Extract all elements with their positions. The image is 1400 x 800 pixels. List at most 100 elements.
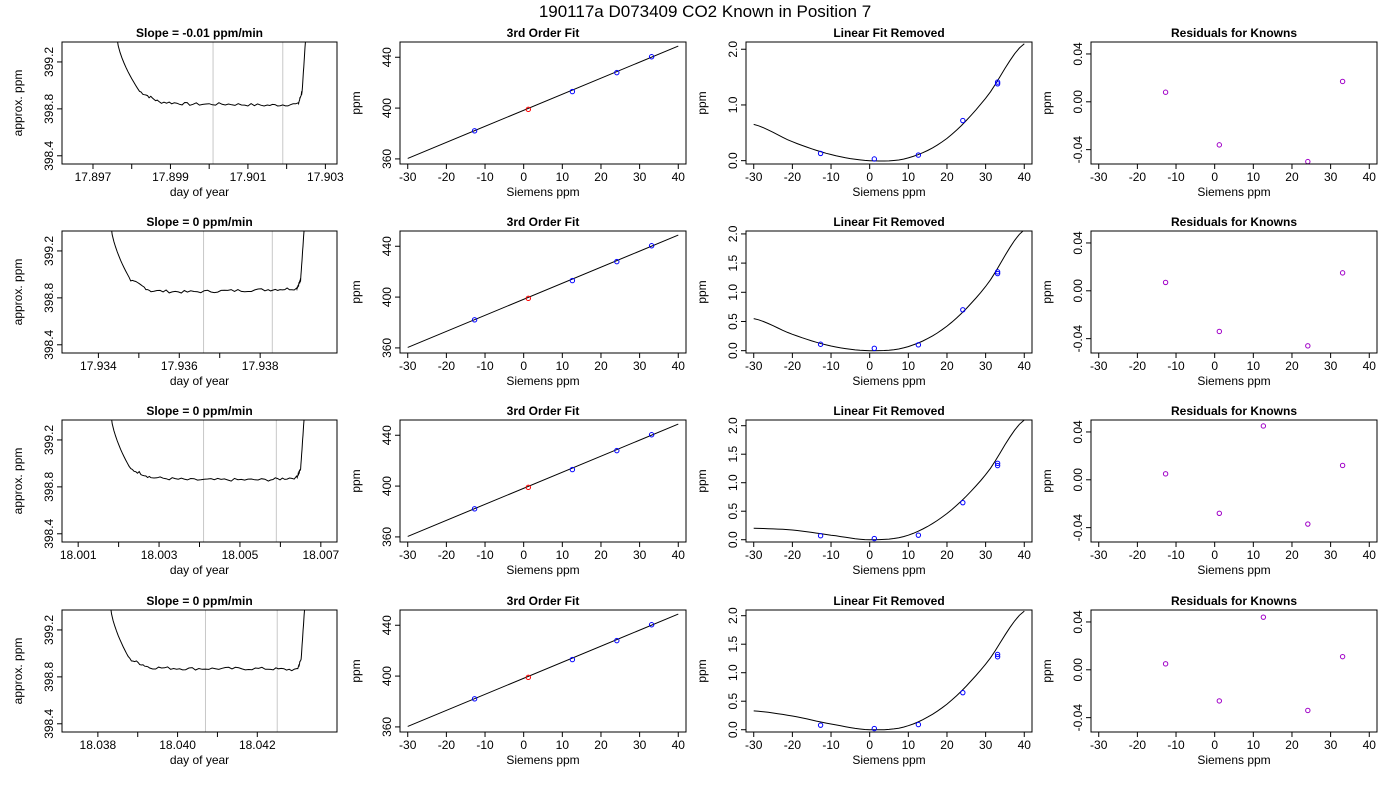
panel-r3-c1: Slope = 0 ppm/min day of year approx. ppm 1… bbox=[11, 404, 340, 577]
data-point bbox=[569, 466, 576, 473]
x-tick-label: -30 bbox=[1090, 738, 1108, 752]
plot-area bbox=[407, 45, 679, 159]
x-axis-label: day of year bbox=[170, 374, 229, 388]
plot-area bbox=[753, 43, 1025, 162]
data-point bbox=[614, 447, 620, 454]
x-tick-label: 18.042 bbox=[239, 738, 276, 752]
x-axis-label: Siemens ppm bbox=[852, 563, 925, 577]
y-tick-label: 398.4 bbox=[42, 140, 56, 170]
data-point bbox=[994, 79, 1001, 85]
ppm-trace-line bbox=[117, 42, 306, 107]
y-axis-label: ppm bbox=[349, 91, 363, 114]
data-point bbox=[525, 106, 532, 113]
data-point bbox=[471, 696, 478, 702]
y-axis-label: approx. ppm bbox=[11, 70, 25, 137]
y-tick-label: 400 bbox=[380, 476, 394, 496]
panel-r3-c2: 3rd Order Fit Siemens ppm ppm -30 -20 -10 0 10 2… bbox=[349, 404, 687, 577]
data-point bbox=[994, 460, 1001, 467]
x-tick-label: -10 bbox=[822, 170, 840, 184]
data-point bbox=[471, 128, 478, 134]
data-point bbox=[1216, 698, 1223, 704]
data-point bbox=[569, 656, 576, 663]
y-tick-label: 399.2 bbox=[42, 236, 56, 266]
data-point bbox=[525, 295, 532, 302]
x-axis-label: Siemens ppm bbox=[506, 563, 579, 577]
x-tick-label: 40 bbox=[1363, 548, 1377, 562]
x-tick-label: 0 bbox=[1211, 738, 1218, 752]
panel-r1-c3: Linear Fit Removed Siemens ppm ppm -30 -20 -1… bbox=[695, 26, 1033, 199]
data-point bbox=[614, 69, 620, 76]
x-tick-label: -20 bbox=[438, 359, 456, 373]
x-tick-label: 17.899 bbox=[152, 170, 189, 184]
y-tick-label: 0.00 bbox=[1071, 90, 1085, 114]
x-tick-label: 10 bbox=[1247, 548, 1261, 562]
x-axis-label: Siemens ppm bbox=[1197, 753, 1270, 767]
x-tick-label: 17.936 bbox=[161, 359, 198, 373]
plot-frame bbox=[399, 41, 687, 165]
data-point bbox=[1339, 653, 1346, 660]
panel-title: Slope = 0 ppm/min bbox=[146, 594, 252, 608]
x-tick-label: 10 bbox=[556, 548, 570, 562]
data-point bbox=[915, 532, 922, 538]
x-tick-label: 30 bbox=[633, 359, 647, 373]
fit-line bbox=[407, 423, 679, 537]
x-tick-label: -10 bbox=[1167, 548, 1185, 562]
y-tick-label: 1.5 bbox=[726, 636, 740, 653]
x-tick-label: 10 bbox=[902, 738, 916, 752]
x-tick-label: 18.038 bbox=[80, 738, 117, 752]
x-tick-label: -10 bbox=[476, 738, 494, 752]
y-tick-label: 400 bbox=[380, 666, 394, 686]
y-tick-label: 360 bbox=[380, 338, 394, 358]
x-tick-label: -20 bbox=[1129, 548, 1147, 562]
x-tick-label: -30 bbox=[399, 359, 417, 373]
y-tick-label: 1.0 bbox=[726, 96, 740, 113]
x-tick-label: 40 bbox=[672, 738, 686, 752]
data-point bbox=[1339, 270, 1346, 276]
x-axis-label: Siemens ppm bbox=[506, 753, 579, 767]
data-point bbox=[1216, 328, 1223, 335]
ppm-trace-line bbox=[111, 231, 305, 294]
y-axis-label: ppm bbox=[1040, 659, 1054, 682]
plot-area bbox=[111, 420, 305, 542]
x-tick-label: 40 bbox=[672, 548, 686, 562]
y-tick-label: 400 bbox=[380, 287, 394, 307]
x-tick-label: 30 bbox=[1324, 738, 1338, 752]
y-tick-label: 440 bbox=[380, 615, 394, 635]
x-tick-label: 40 bbox=[1018, 738, 1032, 752]
panel-title: 3rd Order Fit bbox=[507, 404, 580, 418]
fit-line bbox=[407, 234, 679, 348]
plot-frame bbox=[1090, 41, 1378, 165]
x-tick-label: -10 bbox=[476, 548, 494, 562]
data-point bbox=[648, 622, 655, 628]
x-tick-label: -20 bbox=[784, 170, 802, 184]
plot-area bbox=[1162, 614, 1346, 714]
x-tick-label: 40 bbox=[672, 359, 686, 373]
plot-area bbox=[1162, 423, 1346, 527]
x-tick-label: 40 bbox=[1018, 170, 1032, 184]
x-tick-label: 30 bbox=[1324, 548, 1338, 562]
x-tick-label: -20 bbox=[438, 170, 456, 184]
data-point bbox=[648, 54, 655, 60]
plot-frame bbox=[61, 609, 338, 733]
y-tick-label: 360 bbox=[380, 527, 394, 547]
x-tick-label: 30 bbox=[979, 170, 993, 184]
fit-curve bbox=[753, 610, 1025, 731]
data-point bbox=[994, 81, 1001, 87]
data-point bbox=[994, 651, 1001, 658]
data-point bbox=[871, 156, 878, 162]
x-axis-label: day of year bbox=[170, 563, 229, 577]
data-point bbox=[1162, 89, 1169, 95]
x-tick-label: 18.005 bbox=[222, 548, 259, 562]
y-tick-label: -0.04 bbox=[1071, 514, 1085, 542]
y-tick-label: 1.0 bbox=[726, 474, 740, 491]
data-point bbox=[1339, 78, 1346, 85]
y-tick-label: 398.8 bbox=[42, 472, 56, 502]
panel-r4-c3: Linear Fit Removed Siemens ppm ppm -30 -20 -1… bbox=[695, 594, 1033, 767]
plot-frame bbox=[61, 419, 338, 543]
x-tick-label: 18.001 bbox=[60, 548, 97, 562]
y-tick-label: -0.04 bbox=[1071, 136, 1085, 164]
panel-r3-c4: Residuals for Knowns Siemens ppm ppm -30 -20… bbox=[1040, 404, 1378, 577]
x-tick-label: -10 bbox=[1167, 359, 1185, 373]
data-point bbox=[1216, 510, 1223, 516]
x-axis-label: Siemens ppm bbox=[1197, 185, 1270, 199]
